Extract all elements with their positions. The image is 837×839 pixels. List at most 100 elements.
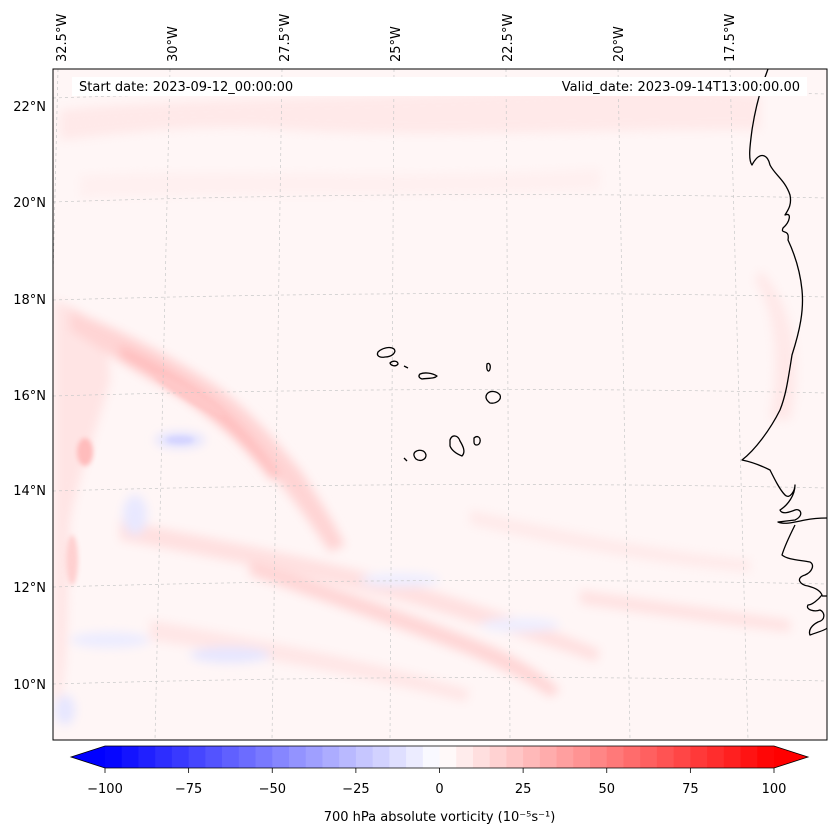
lon-label: 32.5°W	[55, 14, 70, 62]
header-strip	[72, 77, 807, 96]
vorticity-field	[53, 69, 827, 740]
colorbar-label: 700 hPa absolute vorticity (10⁻⁵s⁻¹)	[324, 810, 556, 825]
colorbar-swatch	[222, 746, 240, 768]
colorbar-tick-label: 100	[762, 782, 787, 797]
latitude-labels: 22°N 20°N 18°N 16°N 14°N 12°N 10°N	[13, 100, 46, 693]
negative-vorticity-minimum	[166, 436, 194, 444]
island-santiago	[449, 435, 465, 457]
negative-vorticity-patch	[123, 495, 147, 535]
graticule	[53, 69, 827, 740]
colorbar-swatch	[506, 746, 524, 768]
colorbar-swatch	[105, 746, 123, 768]
lat-label: 14°N	[13, 484, 46, 499]
colorbar-swatch	[656, 746, 675, 768]
colorbar-swatches	[105, 746, 775, 768]
island-sao-nicolau	[418, 372, 438, 380]
colorbar-swatch	[590, 746, 608, 768]
island-sal	[486, 362, 491, 372]
colorbar-swatch	[456, 746, 474, 768]
negative-vorticity-patch	[55, 695, 75, 725]
lat-label: 12°N	[13, 581, 46, 596]
map-panel: Start date: 2023-09-12_00:00:00 Valid_da…	[52, 68, 828, 741]
colorbar-swatch	[238, 746, 256, 768]
coastline	[376, 69, 827, 636]
colorbar-swatch	[573, 746, 591, 768]
colorbar-swatch	[690, 746, 708, 768]
colorbar-swatch	[757, 746, 775, 768]
colorbar-ticks: −100 −75 −50 −25 0 25 50 75 100	[87, 768, 786, 797]
start-date-label: Start date: 2023-09-12_00:00:00	[79, 80, 293, 95]
colorbar-tick-label: 0	[435, 782, 443, 797]
positive-vorticity-band	[66, 535, 78, 585]
positive-vorticity-band	[60, 85, 760, 140]
negative-vorticity-patch	[190, 647, 270, 663]
colorbar-swatch	[673, 746, 691, 768]
positive-vorticity-band	[80, 168, 600, 198]
longitude-labels: 32.5°W 30°W 27.5°W 25°W 22.5°W 20°W 17.5…	[55, 14, 738, 62]
valid-date-label: Valid_date: 2023-09-14T13:00:00.00	[562, 80, 800, 95]
longitude-gridline	[617, 69, 631, 740]
lat-label: 22°N	[13, 100, 46, 115]
colorbar-swatch	[171, 746, 190, 768]
positive-vorticity-band	[470, 510, 750, 572]
colorbar-swatch	[422, 746, 440, 768]
lat-label: 18°N	[13, 293, 46, 308]
colorbar-swatch	[406, 746, 424, 768]
colorbar-swatch	[523, 746, 541, 768]
positive-vorticity-band	[755, 270, 796, 420]
vorticity-shading	[55, 85, 796, 725]
longitude-gridline	[389, 69, 395, 740]
colorbar-swatch	[539, 746, 557, 768]
positive-vorticity-band	[70, 310, 345, 552]
africa-coastline	[741, 69, 827, 524]
colorbar-tick-label: −25	[342, 782, 369, 797]
positive-vorticity-band	[250, 560, 560, 697]
colorbar: −100 −75 −50 −25 0 25 50 75 100 700 hPa …	[69, 745, 810, 825]
colorbar-swatch	[489, 746, 507, 768]
negative-vorticity-patch	[70, 632, 150, 648]
colorbar-tick-label: −100	[87, 782, 123, 797]
colorbar-swatch	[372, 746, 390, 768]
lon-label: 27.5°W	[278, 14, 293, 62]
longitude-gridline	[729, 69, 749, 740]
positive-vorticity-band	[55, 300, 110, 700]
positive-vorticity-band	[580, 590, 790, 632]
colorbar-swatch	[155, 746, 173, 768]
colorbar-tick-label: −50	[259, 782, 286, 797]
map-frame	[52, 68, 828, 741]
negative-vorticity-patch	[360, 573, 440, 587]
colorbar-tick-label: 50	[599, 782, 616, 797]
colorbar-swatch	[322, 746, 340, 768]
colorbar-swatch	[255, 746, 273, 768]
positive-vorticity-band	[120, 520, 600, 662]
lat-label: 10°N	[13, 678, 46, 693]
island-boa-vista	[485, 390, 502, 404]
lon-label: 30°W	[166, 26, 181, 62]
island-sao-vicente	[389, 360, 399, 367]
colorbar-swatch	[288, 746, 307, 768]
lon-label: 25°W	[389, 26, 404, 62]
colorbar-swatch	[606, 746, 624, 768]
island-santa-luzia	[403, 365, 409, 369]
longitude-gridline	[505, 69, 511, 740]
lat-label: 16°N	[13, 389, 46, 404]
colorbar-swatch	[188, 746, 206, 768]
colorbar-swatch	[305, 746, 323, 768]
island-brava	[403, 457, 408, 462]
colorbar-swatch	[138, 746, 156, 768]
africa-coastline	[781, 524, 827, 636]
colorbar-tick-label: 75	[682, 782, 699, 797]
negative-vorticity-patch	[480, 618, 560, 632]
island-santo-antao	[376, 346, 396, 358]
lon-label: 22.5°W	[501, 14, 516, 62]
island-fogo	[413, 449, 427, 462]
positive-vorticity-band	[155, 374, 225, 416]
colorbar-extend-max-arrow	[774, 746, 808, 768]
lat-label: 20°N	[13, 196, 46, 211]
lon-label: 17.5°W	[723, 14, 738, 62]
colorbar-swatch	[389, 746, 407, 768]
colorbar-swatch	[723, 746, 741, 768]
colorbar-tick-label: 25	[515, 782, 532, 797]
colorbar-extend-min-arrow	[71, 746, 105, 768]
